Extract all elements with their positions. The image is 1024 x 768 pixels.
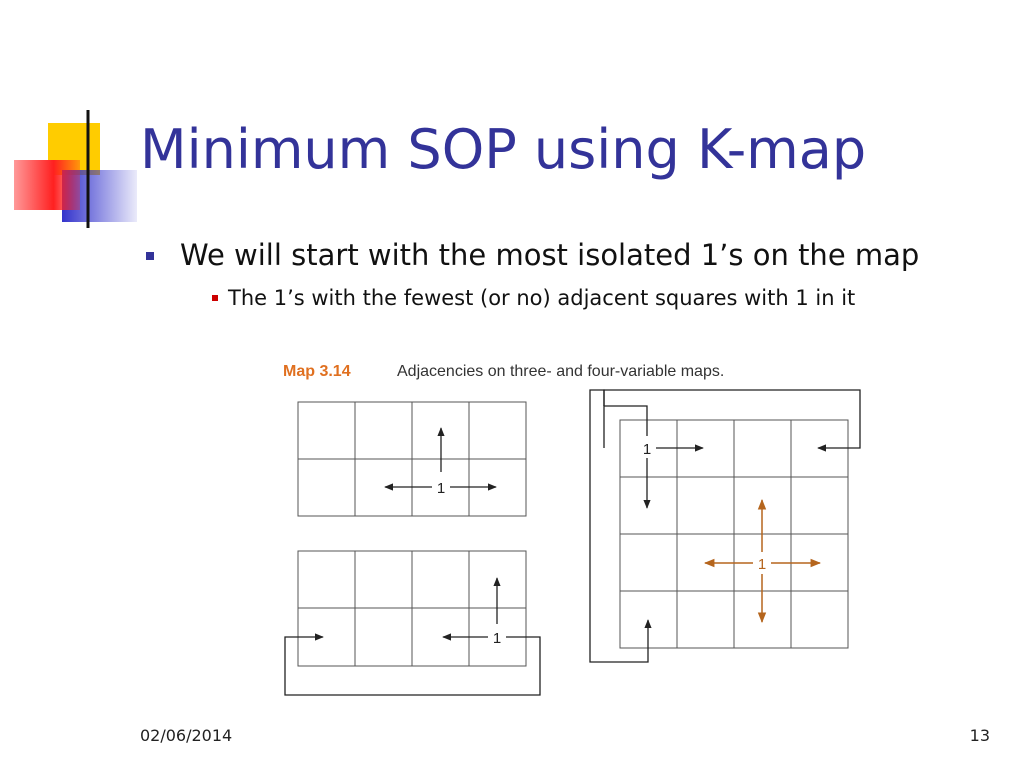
kmap-grids xyxy=(297,401,849,667)
adjacency-arrows xyxy=(284,389,861,696)
cell-mark: 1 xyxy=(758,556,766,573)
decoration xyxy=(14,110,960,228)
sub-bullet-icon xyxy=(212,295,218,301)
page-number: 13 xyxy=(970,726,990,745)
cell-mark: 1 xyxy=(437,480,445,497)
figure-label: Map 3.14 xyxy=(283,363,351,380)
cell-mark: 1 xyxy=(493,630,501,647)
adjacency-arrows-brown xyxy=(703,498,822,624)
sub-bullet-text: The 1’s with the fewest (or no) adjacent… xyxy=(227,286,855,310)
bullet-text: We will start with the most isolated 1’s… xyxy=(180,238,919,272)
footer-date: 02/06/2014 xyxy=(140,726,232,745)
slide-title: Minimum SOP using K-map xyxy=(140,118,866,181)
cell-mark: 1 xyxy=(643,441,651,458)
figure-caption: Adjacencies on three- and four-variable … xyxy=(397,363,724,380)
bullet-icon xyxy=(146,252,154,260)
